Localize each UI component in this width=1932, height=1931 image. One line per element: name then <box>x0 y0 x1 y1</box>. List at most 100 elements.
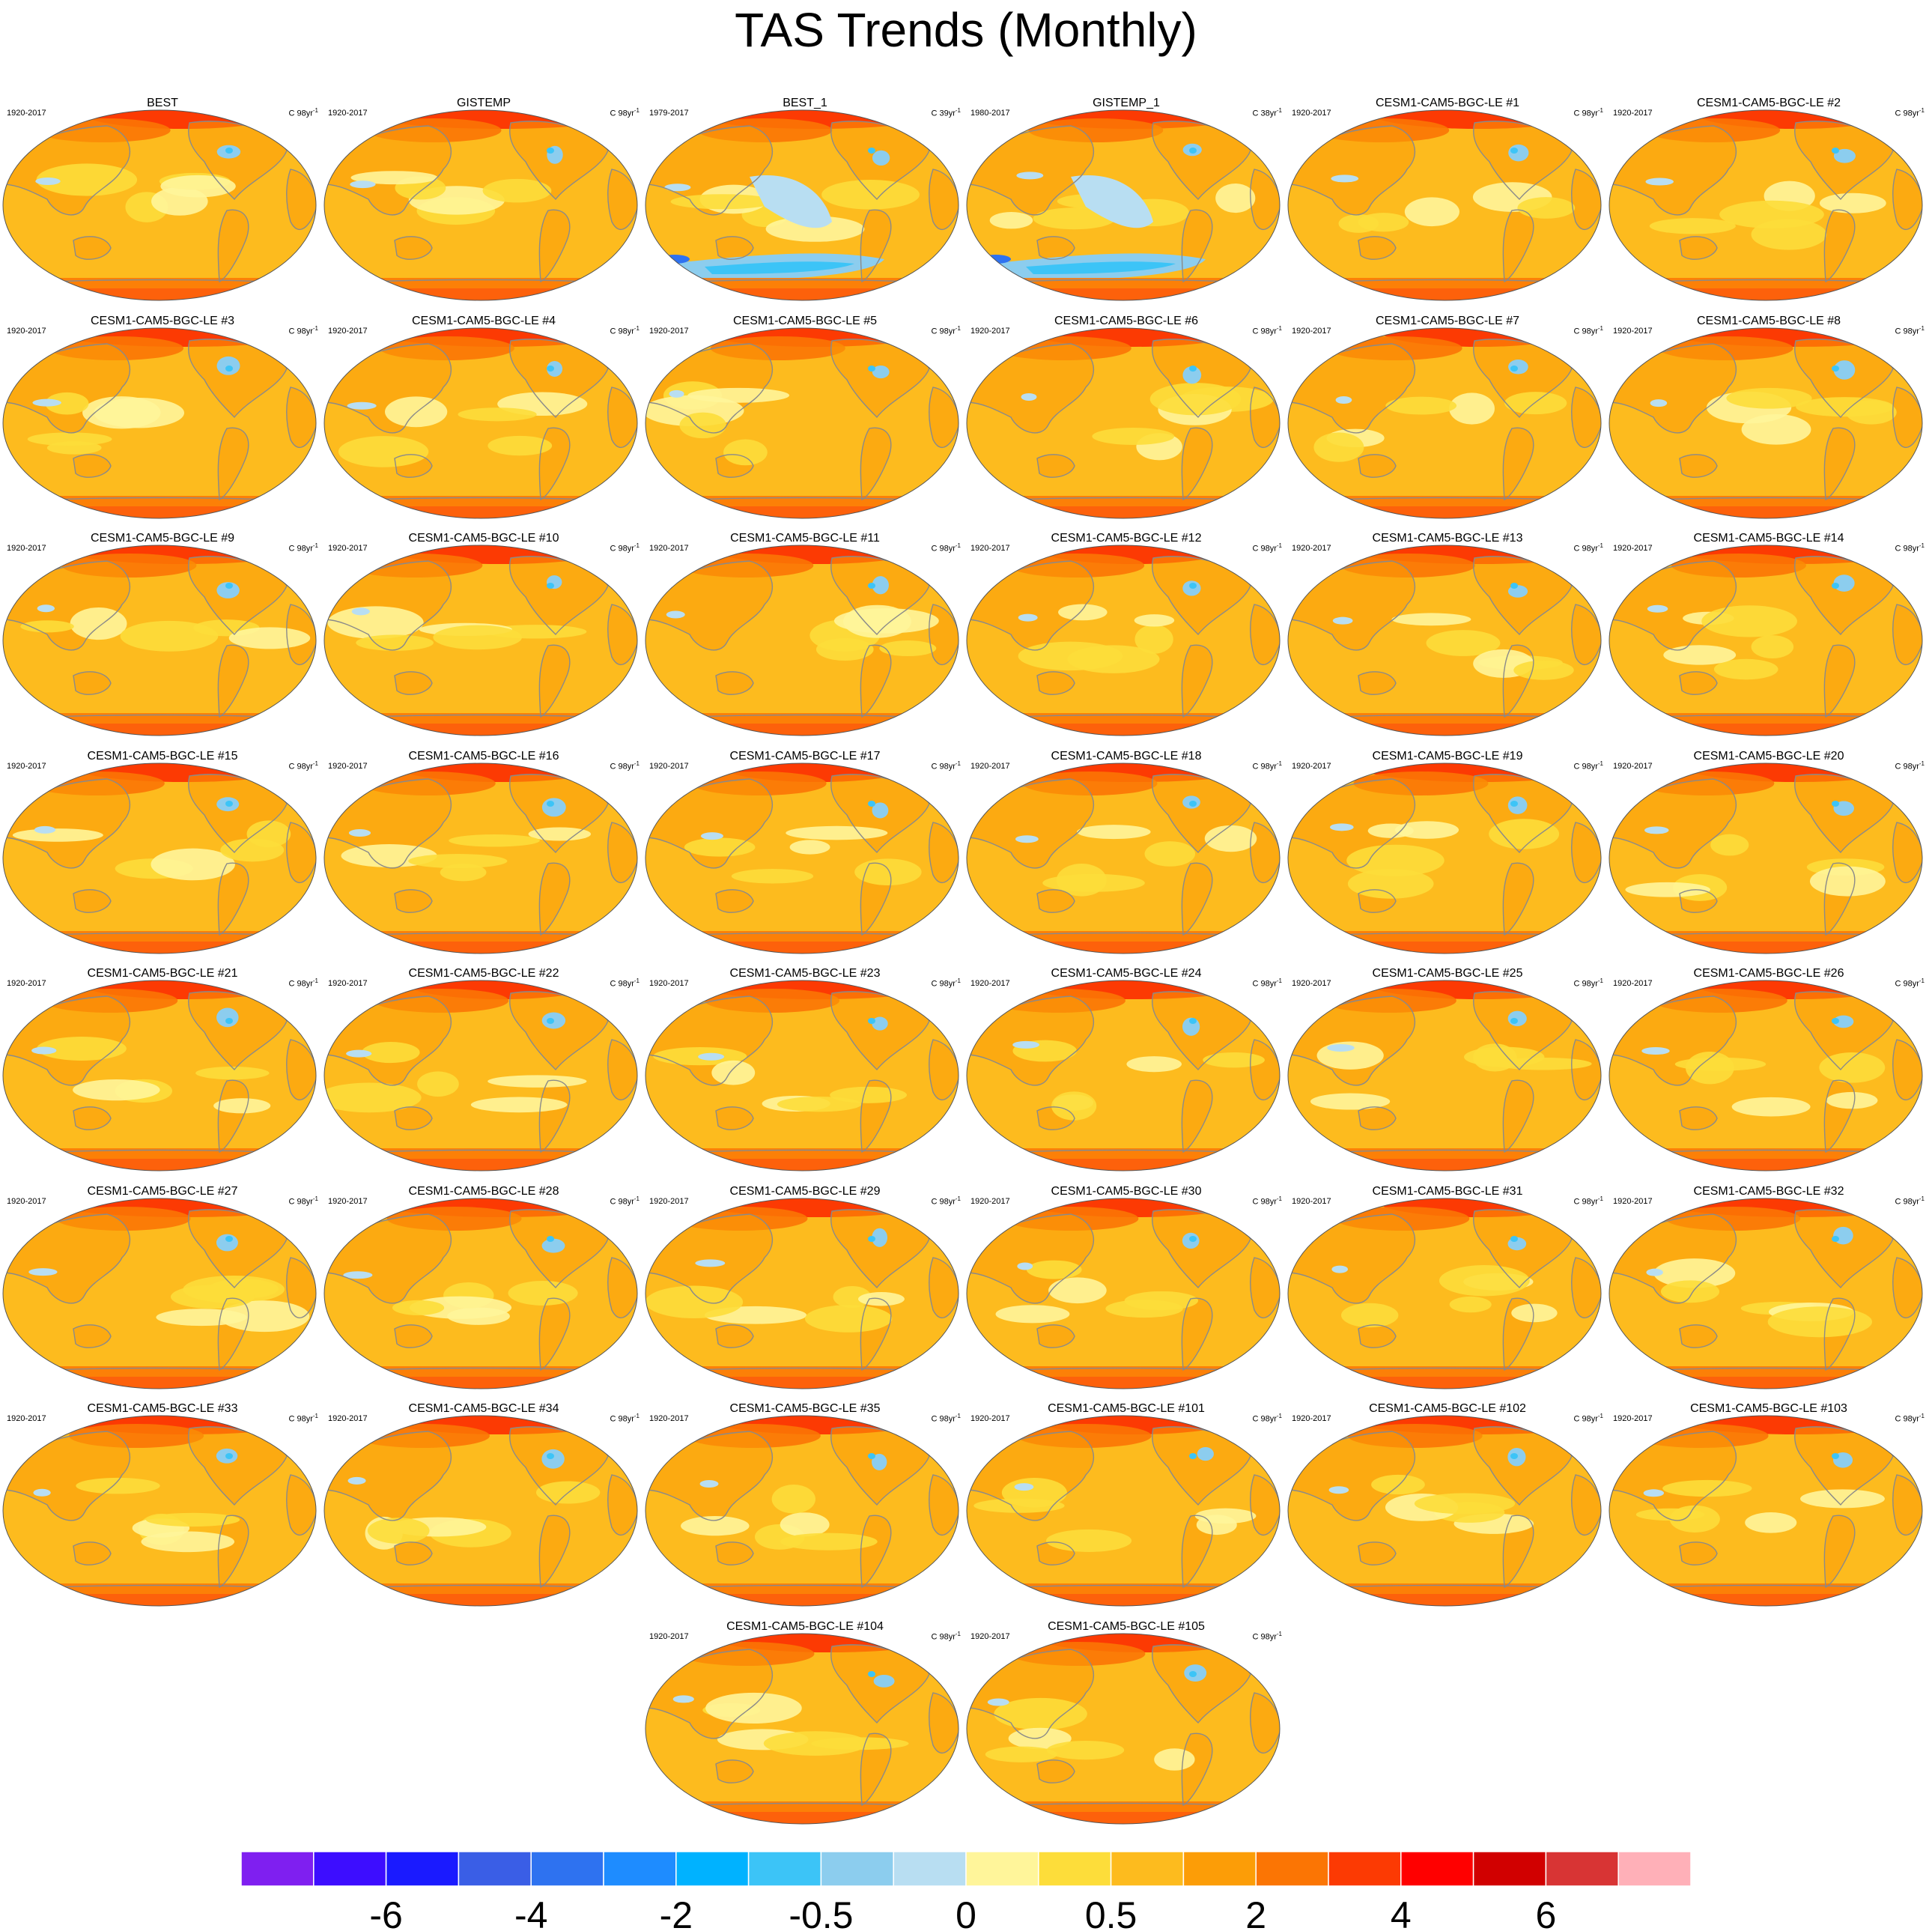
panel-units-text: C 98yr <box>1895 1197 1919 1207</box>
panel-units-exponent: -1 <box>1919 1413 1925 1419</box>
weak-trend-region <box>1513 660 1574 680</box>
weak-trend-region <box>141 1531 235 1553</box>
coastline <box>538 427 571 500</box>
map-panel: BEST 1920-2017 C 98yr-1 <box>2 96 323 302</box>
coastline <box>1892 386 1922 448</box>
weak-trend-region <box>995 1304 1070 1323</box>
coastline <box>645 995 773 1086</box>
coastline <box>607 386 637 448</box>
coastline <box>538 862 571 936</box>
panel-units-text: C 98yr <box>1573 327 1598 336</box>
weak-trend-region <box>833 608 939 634</box>
weak-trend-region <box>1092 427 1175 445</box>
coastline <box>1358 671 1397 695</box>
cooling-region <box>1182 366 1202 384</box>
cooling-region <box>28 1267 58 1276</box>
weak-trend-region <box>1751 635 1794 659</box>
map-border <box>323 545 638 736</box>
panel-period: 1920-2017 <box>1613 979 1653 988</box>
panel-title: CESM1-CAM5-BGC-LE #5 <box>732 314 878 327</box>
colorbar-swatch <box>603 1851 677 1887</box>
coastline <box>3 1213 130 1303</box>
panel-units: C 98yr-1 <box>1573 324 1603 337</box>
land-region <box>1358 1106 1396 1130</box>
coastline <box>1571 1474 1601 1536</box>
land-region <box>1182 1297 1212 1370</box>
coastline <box>1288 1431 1415 1521</box>
panel-units: C 98yr-1 <box>288 1411 318 1425</box>
panel-title: CESM1-CAM5-BGC-LE #24 <box>1051 967 1202 980</box>
cooling-region <box>343 1270 373 1279</box>
coastline <box>929 1691 959 1753</box>
coastline <box>1250 1039 1280 1101</box>
coastline <box>929 1474 959 1536</box>
coastline <box>1181 209 1213 283</box>
colorbar-swatch <box>1617 1851 1692 1887</box>
land-region <box>218 645 249 717</box>
coastline <box>217 1515 249 1589</box>
panel-units-exponent: -1 <box>1276 760 1282 767</box>
panel-units-text: C 98yr <box>288 327 313 336</box>
cooling-region <box>541 1449 565 1469</box>
weak-trend-region <box>1464 1046 1545 1067</box>
panel-title: CESM1-CAM5-BGC-LE #11 <box>730 532 880 545</box>
coastline <box>1181 644 1213 718</box>
global-map <box>323 109 638 301</box>
panel-period: 1920-2017 <box>328 979 368 988</box>
land-region <box>607 1475 637 1536</box>
land-region <box>1182 427 1212 500</box>
coastline <box>1036 1324 1075 1348</box>
land-region <box>1892 169 1922 230</box>
map-border <box>966 763 1281 954</box>
panel-units: C 98yr-1 <box>610 976 640 989</box>
coastline <box>3 342 130 433</box>
cooling-region <box>225 1453 233 1459</box>
panel-period: 1920-2017 <box>649 326 689 336</box>
cooling-region <box>32 398 61 407</box>
panel-period: 1920-2017 <box>649 761 689 771</box>
land-region <box>1250 1692 1280 1753</box>
land-region <box>1182 1080 1212 1152</box>
map-border <box>966 980 1281 1171</box>
weak-trend-region <box>45 392 89 415</box>
weak-trend-region <box>1341 1303 1399 1327</box>
land-region <box>1152 339 1251 417</box>
coastline <box>1571 1039 1601 1101</box>
land-region <box>1182 862 1212 935</box>
weak-trend-region <box>1194 1508 1257 1524</box>
colorbar-tick-label: 6 <box>1535 1894 1556 1931</box>
coastline <box>1609 342 1737 433</box>
land-region <box>607 604 637 665</box>
land-region <box>509 339 608 417</box>
land-region <box>395 236 432 260</box>
panel-units-exponent: -1 <box>634 1413 640 1419</box>
land-region <box>539 1297 570 1370</box>
panel-units: C 98yr-1 <box>931 1411 961 1425</box>
panel-period: 1920-2017 <box>7 544 46 553</box>
weak-trend-region <box>1048 1276 1107 1303</box>
coastline <box>715 1542 754 1565</box>
colorbar-tick-label: 0 <box>956 1894 976 1931</box>
land-region <box>286 1257 316 1318</box>
land-region <box>1152 121 1251 199</box>
coastline <box>1181 1079 1213 1154</box>
panel-units-text: C 98yr <box>1573 1414 1598 1424</box>
cooling-region <box>705 261 854 274</box>
land-region <box>218 427 249 500</box>
cooling-region <box>1833 575 1855 592</box>
panel-period: 1920-2017 <box>1613 761 1653 771</box>
panel-units: C 98yr-1 <box>288 759 318 772</box>
map-panel: CESM1-CAM5-BGC-LE #14 1920-2017 C 98yr-1 <box>1609 531 1929 737</box>
weak-trend-region <box>385 395 448 427</box>
panel-units-text: C 98yr <box>1573 544 1598 554</box>
panel-units-exponent: -1 <box>1919 1195 1925 1202</box>
weak-trend-region <box>1204 825 1257 852</box>
coastline <box>607 1474 637 1536</box>
land-region <box>188 774 287 852</box>
land-region <box>1571 1257 1601 1318</box>
coastline <box>1571 821 1601 883</box>
cooling-region <box>1833 148 1856 163</box>
panel-units-exponent: -1 <box>312 1413 318 1419</box>
panel-units-text: C 98yr <box>1573 1197 1598 1207</box>
colorbar-tick-label: 4 <box>1391 1894 1412 1931</box>
